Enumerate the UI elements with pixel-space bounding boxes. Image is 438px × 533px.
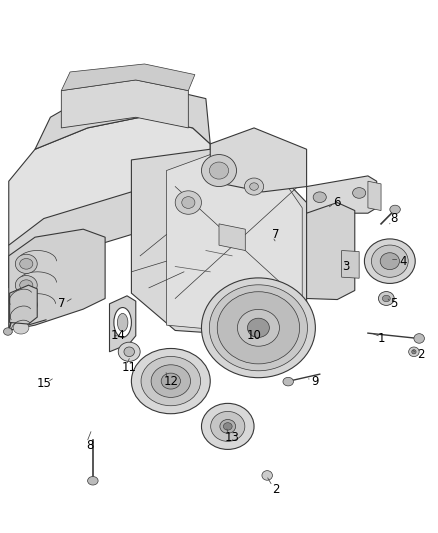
Ellipse shape <box>20 300 33 310</box>
Ellipse shape <box>13 321 29 334</box>
Text: 11: 11 <box>122 361 137 374</box>
Ellipse shape <box>15 295 37 314</box>
Ellipse shape <box>4 328 12 335</box>
Ellipse shape <box>211 411 245 441</box>
Ellipse shape <box>237 309 279 346</box>
Ellipse shape <box>371 245 408 277</box>
Ellipse shape <box>141 357 201 406</box>
Ellipse shape <box>182 197 195 208</box>
Ellipse shape <box>209 285 307 371</box>
Text: 7: 7 <box>57 297 65 310</box>
Polygon shape <box>210 128 307 192</box>
Text: 12: 12 <box>163 375 178 387</box>
Ellipse shape <box>378 292 394 305</box>
Ellipse shape <box>409 347 419 357</box>
Polygon shape <box>166 155 302 333</box>
Text: 4: 4 <box>399 255 407 268</box>
Polygon shape <box>307 203 355 300</box>
Ellipse shape <box>414 334 424 343</box>
Text: 5: 5 <box>391 297 398 310</box>
Ellipse shape <box>118 342 140 361</box>
Text: 14: 14 <box>111 329 126 342</box>
Text: 8: 8 <box>86 439 93 451</box>
Ellipse shape <box>250 183 258 190</box>
Polygon shape <box>9 117 210 251</box>
Ellipse shape <box>11 291 31 306</box>
Polygon shape <box>307 176 377 213</box>
Ellipse shape <box>382 295 390 302</box>
Ellipse shape <box>353 188 366 198</box>
Polygon shape <box>9 192 131 288</box>
Ellipse shape <box>247 318 269 337</box>
Ellipse shape <box>220 419 236 433</box>
Ellipse shape <box>262 471 272 480</box>
Ellipse shape <box>390 205 400 214</box>
Ellipse shape <box>364 239 415 284</box>
Text: 2: 2 <box>272 483 280 496</box>
Polygon shape <box>110 296 136 352</box>
Ellipse shape <box>201 403 254 449</box>
Ellipse shape <box>201 278 315 378</box>
Polygon shape <box>219 224 245 251</box>
Ellipse shape <box>20 259 33 269</box>
Ellipse shape <box>244 178 264 195</box>
Polygon shape <box>61 80 188 128</box>
Ellipse shape <box>15 254 37 273</box>
Ellipse shape <box>114 308 131 337</box>
Ellipse shape <box>313 192 326 203</box>
Ellipse shape <box>175 191 201 214</box>
Ellipse shape <box>124 347 134 357</box>
Ellipse shape <box>283 377 293 386</box>
Polygon shape <box>10 285 37 324</box>
Polygon shape <box>61 64 195 91</box>
Polygon shape <box>9 229 105 330</box>
Text: 7: 7 <box>272 228 280 241</box>
Text: 1: 1 <box>377 332 385 345</box>
Polygon shape <box>131 149 307 336</box>
Ellipse shape <box>151 365 191 398</box>
Ellipse shape <box>12 308 30 321</box>
Text: 15: 15 <box>36 377 51 390</box>
Ellipse shape <box>131 349 210 414</box>
Ellipse shape <box>209 162 229 179</box>
Ellipse shape <box>15 276 37 295</box>
Polygon shape <box>368 181 381 211</box>
Ellipse shape <box>412 350 416 354</box>
Ellipse shape <box>217 292 300 364</box>
Ellipse shape <box>380 253 399 270</box>
Ellipse shape <box>201 155 237 187</box>
Text: 10: 10 <box>247 329 261 342</box>
Polygon shape <box>35 85 210 149</box>
Text: 9: 9 <box>311 375 319 387</box>
Text: 8: 8 <box>391 212 398 225</box>
Ellipse shape <box>223 423 232 430</box>
Ellipse shape <box>88 477 98 485</box>
Ellipse shape <box>20 280 33 290</box>
Text: 6: 6 <box>333 196 341 209</box>
Ellipse shape <box>117 313 128 332</box>
Polygon shape <box>342 251 359 278</box>
Text: 3: 3 <box>343 260 350 273</box>
Ellipse shape <box>161 373 180 389</box>
Text: 13: 13 <box>225 431 240 443</box>
Text: 2: 2 <box>417 348 424 361</box>
